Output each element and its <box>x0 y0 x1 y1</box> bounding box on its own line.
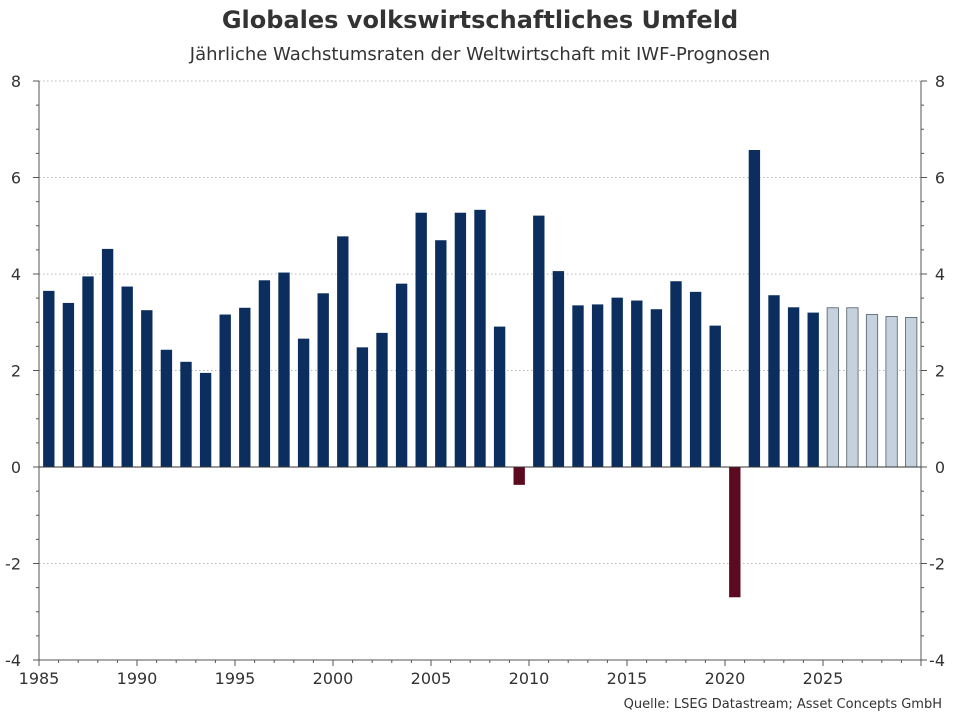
x-tick-label: 1985 <box>19 669 60 688</box>
bar <box>278 272 290 467</box>
y-tick-label-right: 0 <box>935 458 945 477</box>
x-tick-label: 2020 <box>705 669 746 688</box>
x-tick-label: 2000 <box>313 669 354 688</box>
source-note: Quelle: LSEG Datastream; Asset Concepts … <box>623 697 942 712</box>
bar <box>729 467 741 598</box>
bar <box>141 310 153 467</box>
bar <box>43 290 55 467</box>
y-tick-label-left: 6 <box>11 169 21 188</box>
x-tick-label: 2015 <box>607 669 648 688</box>
y-tick-label-right: 4 <box>935 265 945 284</box>
y-tick-label-left: 8 <box>11 72 21 91</box>
y-tick-label-left: 0 <box>11 458 21 477</box>
bar <box>709 325 721 467</box>
x-tick-label: 1990 <box>117 669 158 688</box>
forecast-bar <box>885 316 898 468</box>
bar <box>493 326 506 467</box>
bar <box>82 276 94 467</box>
x-tick-label: 1995 <box>215 669 256 688</box>
forecast-bar <box>905 317 918 468</box>
bar <box>258 280 271 467</box>
x-tick-label: 2025 <box>803 669 844 688</box>
forecast-bar <box>826 307 839 468</box>
y-tick-label-left: -4 <box>5 651 21 670</box>
bars <box>43 149 918 598</box>
y-tick-label-left: 4 <box>11 265 21 284</box>
bar <box>572 305 584 467</box>
x-tick-label: 2005 <box>411 669 452 688</box>
bar <box>337 236 349 467</box>
bar <box>787 307 800 467</box>
bar <box>650 309 663 467</box>
y-tick-label-right: 2 <box>935 362 945 381</box>
bar <box>62 302 75 467</box>
bar <box>415 212 427 467</box>
y-tick-label-left: 2 <box>11 362 21 381</box>
y-tick-label-right: 6 <box>935 169 945 188</box>
y-tick-label-right: -4 <box>929 651 945 670</box>
bar <box>239 307 251 467</box>
bar <box>768 295 780 467</box>
bar <box>121 286 133 467</box>
bar <box>454 212 467 467</box>
y-tick-label-right: -2 <box>929 555 945 574</box>
forecast-bar <box>846 307 859 468</box>
y-tick-label-left: -2 <box>5 555 21 574</box>
bar <box>160 349 173 467</box>
bar <box>474 209 486 467</box>
tick-labels: -4 -4 -2 -2 0 0 2 2 4 4 6 6 8 8 1985 1990 1995 2000 2005 20… <box>5 72 945 688</box>
bar <box>748 149 761 467</box>
bar <box>199 372 212 467</box>
bar <box>807 312 819 467</box>
bar <box>180 361 192 467</box>
bar <box>552 271 565 467</box>
bar <box>101 248 114 467</box>
bar <box>395 283 408 467</box>
forecast-bar <box>865 314 879 468</box>
chart-title: Globales volkswirtschaftliches Umfeld <box>221 6 739 34</box>
bar <box>631 300 643 467</box>
bar <box>591 304 604 467</box>
y-tick-label-right: 8 <box>935 72 945 91</box>
bar <box>356 347 369 467</box>
bar <box>376 332 388 467</box>
bar <box>533 215 545 467</box>
x-tick-label: 2010 <box>509 669 550 688</box>
bar <box>435 240 447 467</box>
bar <box>219 314 231 467</box>
axes <box>33 80 927 666</box>
bar <box>670 281 682 467</box>
bar <box>317 293 329 467</box>
chart-subtitle: Jährliche Wachstumsraten der Weltwirtsch… <box>189 44 771 65</box>
bar <box>611 297 623 467</box>
bar <box>297 338 310 467</box>
bar <box>689 291 702 467</box>
bar <box>513 467 525 485</box>
